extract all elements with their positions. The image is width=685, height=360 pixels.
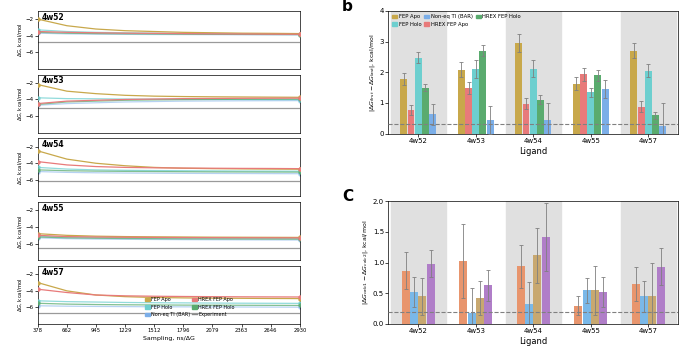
Bar [459, 261, 467, 324]
Y-axis label: $|\Delta G_{first} - \Delta G_{last}|$, kcal/mol: $|\Delta G_{first} - \Delta G_{last}|$, … [368, 33, 377, 112]
Bar [632, 284, 640, 324]
Bar [659, 126, 666, 134]
Y-axis label: $|\Delta G_{calc1} - \Delta G_{calc2}|$, kcal/mol: $|\Delta G_{calc1} - \Delta G_{calc2}|$,… [361, 220, 370, 305]
Bar [544, 120, 551, 134]
Bar [657, 267, 664, 324]
Bar [515, 43, 522, 134]
Bar [525, 304, 533, 324]
Bar [638, 107, 645, 134]
Bar [467, 313, 475, 324]
Bar [574, 306, 582, 324]
Bar [390, 11, 446, 134]
Bar [429, 114, 436, 134]
Bar [410, 292, 418, 324]
Bar [645, 71, 651, 134]
Bar [595, 75, 601, 134]
Text: 4w57: 4w57 [42, 268, 64, 277]
Bar [479, 51, 486, 134]
Text: 4w53: 4w53 [42, 76, 64, 85]
Y-axis label: $\Delta G$, kcal/mol: $\Delta G$, kcal/mol [16, 86, 24, 121]
Bar [640, 296, 648, 324]
Text: C: C [342, 189, 353, 204]
Bar [530, 68, 536, 134]
X-axis label: Sampling, ns/ΔG: Sampling, ns/ΔG [143, 336, 195, 341]
Bar [582, 290, 590, 324]
Legend: FEP Apo, FEP Holo, Non-eq TI (BAR), HREX FEP Apo, HREX FEP Holo, Experiment: FEP Apo, FEP Holo, Non-eq TI (BAR), HREX… [144, 296, 236, 318]
Bar [652, 115, 659, 134]
Bar [448, 201, 503, 324]
Bar [401, 271, 410, 324]
Bar [506, 201, 561, 324]
Bar [591, 290, 599, 324]
Bar [621, 201, 676, 324]
Bar [599, 292, 608, 324]
Bar [486, 120, 493, 134]
Bar [542, 237, 550, 324]
Bar [580, 75, 587, 134]
Bar [563, 11, 619, 134]
Bar [400, 79, 408, 134]
Bar [523, 104, 530, 134]
Text: 4w54: 4w54 [42, 140, 64, 149]
X-axis label: Ligand: Ligand [519, 337, 547, 346]
Bar [516, 266, 525, 324]
Text: 4w55: 4w55 [42, 204, 64, 213]
Bar [476, 298, 484, 324]
Y-axis label: $\Delta G$, kcal/mol: $\Delta G$, kcal/mol [16, 214, 24, 248]
Bar [534, 255, 541, 324]
Y-axis label: $\Delta G$, kcal/mol: $\Delta G$, kcal/mol [16, 150, 24, 185]
Bar [419, 296, 426, 324]
Bar [537, 100, 544, 134]
Bar [414, 58, 422, 134]
Bar [506, 11, 561, 134]
Bar [422, 87, 429, 134]
Bar [458, 70, 465, 134]
Bar [563, 201, 619, 324]
Y-axis label: $\Delta G$, kcal/mol: $\Delta G$, kcal/mol [16, 22, 24, 57]
Bar [408, 110, 414, 134]
Bar [621, 11, 676, 134]
Legend: FEP Apo, FEP Holo, Non-eq TI (BAR), HREX FEP Apo, HREX FEP Holo: FEP Apo, FEP Holo, Non-eq TI (BAR), HREX… [391, 13, 522, 28]
Bar [390, 201, 446, 324]
Bar [573, 84, 580, 134]
Y-axis label: $\Delta G$, kcal/mol: $\Delta G$, kcal/mol [16, 278, 24, 312]
Bar [465, 88, 472, 134]
X-axis label: Ligand: Ligand [519, 147, 547, 156]
Bar [630, 51, 637, 134]
Bar [649, 296, 656, 324]
Bar [587, 92, 594, 134]
Text: 4w52: 4w52 [42, 13, 64, 22]
Bar [601, 89, 608, 134]
Bar [484, 285, 493, 324]
Bar [472, 69, 479, 134]
Text: b: b [342, 0, 353, 14]
Bar [427, 264, 435, 324]
Bar [448, 11, 503, 134]
